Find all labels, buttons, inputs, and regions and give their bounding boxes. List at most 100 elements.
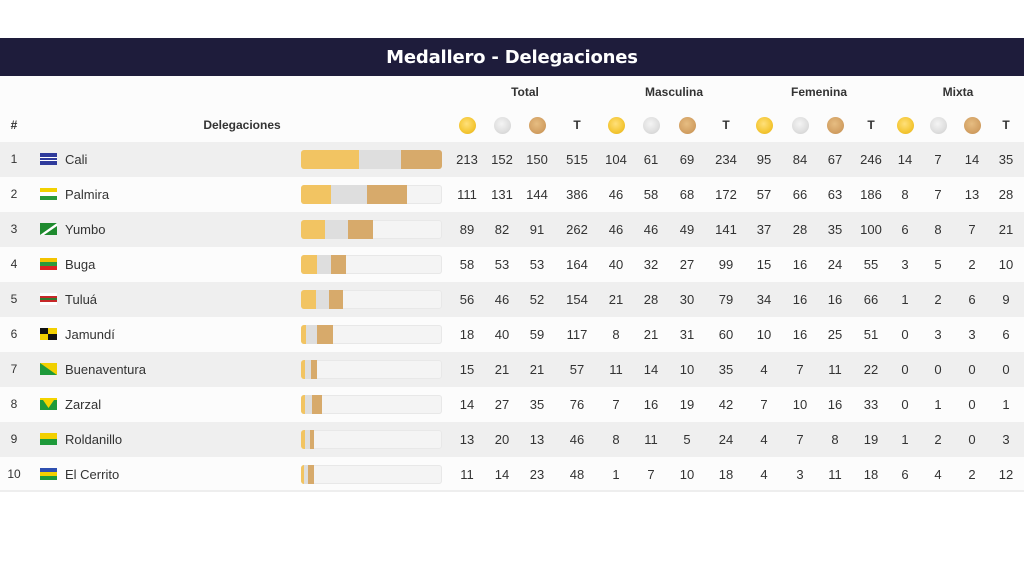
masc-silver-cell: 21 bbox=[643, 327, 659, 342]
delegation-name[interactable]: Tuluá bbox=[65, 292, 98, 307]
table-row[interactable]: 1 Cali 213 152 150 515 104 61 69 234 95 84 67 246 14 7 1… bbox=[0, 142, 1024, 177]
fem-gold-medal-header bbox=[747, 108, 781, 142]
masc-bronze-cell: 10 bbox=[679, 362, 695, 377]
fem-silver-cell: 7 bbox=[796, 432, 804, 447]
rank-cell: 7 bbox=[10, 362, 18, 376]
column-header-delegaciones: Delegaciones bbox=[203, 118, 281, 132]
masc-silver-cell: 61 bbox=[643, 152, 659, 167]
gold-bar-segment bbox=[301, 360, 306, 379]
bronze-bar-segment bbox=[310, 360, 317, 379]
total-bronze-cell: 13 bbox=[529, 432, 545, 447]
gold-bar-segment bbox=[301, 290, 317, 309]
fem-bronze-cell: 16 bbox=[827, 397, 843, 412]
total-gold-medal-header bbox=[450, 108, 484, 142]
bronze-medal-icon bbox=[963, 116, 981, 134]
mixta-silver-cell: 3 bbox=[934, 327, 942, 342]
mixta-silver-cell: 4 bbox=[934, 467, 942, 482]
total-total-cell: 262 bbox=[566, 222, 588, 237]
mixta-total-cell: 0 bbox=[1002, 362, 1010, 377]
mixta-gold-cell: 1 bbox=[901, 432, 909, 447]
silver-bar-segment bbox=[331, 185, 368, 204]
gold-medal-icon bbox=[896, 116, 914, 134]
mixta-gold-medal-header bbox=[888, 108, 922, 142]
rank-cell: 1 bbox=[10, 152, 18, 166]
mixta-bronze-cell: 2 bbox=[968, 467, 976, 482]
fem-total-cell: 22 bbox=[863, 362, 879, 377]
mixta-gold-cell: 0 bbox=[901, 362, 909, 377]
delegation-name[interactable]: Jamundí bbox=[65, 327, 115, 342]
gold-bar-segment bbox=[301, 325, 306, 344]
total-gold-cell: 15 bbox=[459, 362, 475, 377]
table-row[interactable]: 2 Palmira 111 131 144 386 46 58 68 172 57 66 63 186 8 7… bbox=[0, 177, 1024, 212]
total-bronze-cell: 21 bbox=[529, 362, 545, 377]
table-row[interactable]: 4 Buga 58 53 53 164 40 32 27 99 15 16 24 55 3 5 2 10 bbox=[0, 247, 1024, 282]
masc-total-header: T bbox=[722, 118, 730, 132]
fem-bronze-cell: 11 bbox=[828, 362, 842, 377]
mixta-gold-cell: 1 bbox=[901, 292, 909, 307]
gold-bar-segment bbox=[301, 220, 326, 239]
table-row[interactable]: 8 Zarzal 14 27 35 76 7 16 19 42 7 10 16 33 0 1 0 1 bbox=[0, 387, 1024, 422]
masc-silver-cell: 46 bbox=[643, 222, 659, 237]
column-header-rank: # bbox=[10, 118, 18, 132]
silver-medal-icon bbox=[929, 116, 947, 134]
total-total-cell: 515 bbox=[566, 152, 588, 167]
total-gold-cell: 11 bbox=[460, 467, 474, 482]
fem-silver-cell: 16 bbox=[792, 327, 808, 342]
delegation-name[interactable]: Yumbo bbox=[65, 222, 106, 237]
gold-bar-segment bbox=[301, 150, 360, 169]
silver-bar-segment bbox=[304, 465, 308, 484]
bronze-bar-segment bbox=[331, 255, 346, 274]
masc-bronze-cell: 27 bbox=[679, 257, 695, 272]
total-gold-cell: 56 bbox=[459, 292, 475, 307]
group-header-total: Total bbox=[511, 85, 539, 99]
table-row[interactable]: 5 Tuluá 56 46 52 154 21 28 30 79 34 16 16 66 1 2 6 9 bbox=[0, 282, 1024, 317]
masc-total-cell: 35 bbox=[718, 362, 734, 377]
flag-buga-icon bbox=[40, 258, 57, 270]
fem-total-cell: 51 bbox=[863, 327, 879, 342]
delegation-name[interactable]: Cali bbox=[65, 152, 88, 167]
mixta-total-cell: 1 bbox=[1002, 397, 1010, 412]
delegation-name[interactable]: Zarzal bbox=[65, 397, 102, 412]
mixta-silver-cell: 2 bbox=[934, 432, 942, 447]
total-bronze-cell: 53 bbox=[529, 257, 545, 272]
total-bronze-cell: 150 bbox=[526, 152, 548, 167]
table-row[interactable]: 7 Buenaventura 15 21 21 57 11 14 10 35 4 7 11 22 0 0 0 0 bbox=[0, 352, 1024, 387]
flag-zarzal-icon bbox=[40, 398, 57, 410]
mixta-bronze-cell: 0 bbox=[968, 362, 976, 377]
masc-silver-cell: 58 bbox=[643, 187, 659, 202]
page-title: Medallero - Delegaciones bbox=[0, 38, 1024, 76]
table-row[interactable]: 9 Roldanillo 13 20 13 46 8 11 5 24 4 7 8 19 1 2 0 3 bbox=[0, 422, 1024, 457]
table-row[interactable]: 10 El Cerrito 11 14 23 48 1 7 10 18 4 3 11 18 6 4 2 12 bbox=[0, 457, 1024, 492]
fem-gold-cell: 10 bbox=[756, 327, 772, 342]
fem-gold-cell: 37 bbox=[756, 222, 772, 237]
masc-bronze-cell: 49 bbox=[679, 222, 695, 237]
mixta-bronze-cell: 6 bbox=[968, 292, 976, 307]
fem-silver-cell: 10 bbox=[792, 397, 808, 412]
masc-gold-cell: 104 bbox=[605, 152, 627, 167]
mixta-silver-cell: 8 bbox=[934, 222, 942, 237]
table-row[interactable]: 3 Yumbo 89 82 91 262 46 46 49 141 37 28 35 100 6 8 7 21 bbox=[0, 212, 1024, 247]
table-row[interactable]: 6 Jamundí 18 40 59 117 8 21 31 60 10 16 25 51 0 3 3 6 bbox=[0, 317, 1024, 352]
group-header-row: Total Masculina Femenina Mixta bbox=[0, 76, 1024, 108]
mixta-gold-cell: 14 bbox=[897, 152, 913, 167]
fem-total-cell: 66 bbox=[863, 292, 879, 307]
mixta-total-cell: 3 bbox=[1002, 432, 1010, 447]
mixta-bronze-cell: 3 bbox=[968, 327, 976, 342]
delegation-name[interactable]: Buga bbox=[65, 257, 96, 272]
delegation-name[interactable]: Palmira bbox=[65, 187, 110, 202]
masc-gold-cell: 1 bbox=[612, 467, 620, 482]
total-bronze-cell: 52 bbox=[529, 292, 545, 307]
total-silver-cell: 152 bbox=[491, 152, 513, 167]
total-total-cell: 46 bbox=[569, 432, 585, 447]
total-silver-cell: 21 bbox=[494, 362, 510, 377]
fem-bronze-cell: 35 bbox=[827, 222, 843, 237]
mixta-total-cell: 6 bbox=[1002, 327, 1010, 342]
masc-silver-cell: 32 bbox=[643, 257, 659, 272]
mixta-bronze-cell: 2 bbox=[968, 257, 976, 272]
delegation-name[interactable]: El Cerrito bbox=[65, 467, 120, 482]
delegation-name[interactable]: Buenaventura bbox=[65, 362, 146, 377]
delegation-name[interactable]: Roldanillo bbox=[65, 432, 123, 447]
flag-yumbo-icon bbox=[40, 223, 57, 235]
flag-roldanillo-icon bbox=[40, 433, 57, 445]
fem-gold-cell: 57 bbox=[756, 187, 772, 202]
